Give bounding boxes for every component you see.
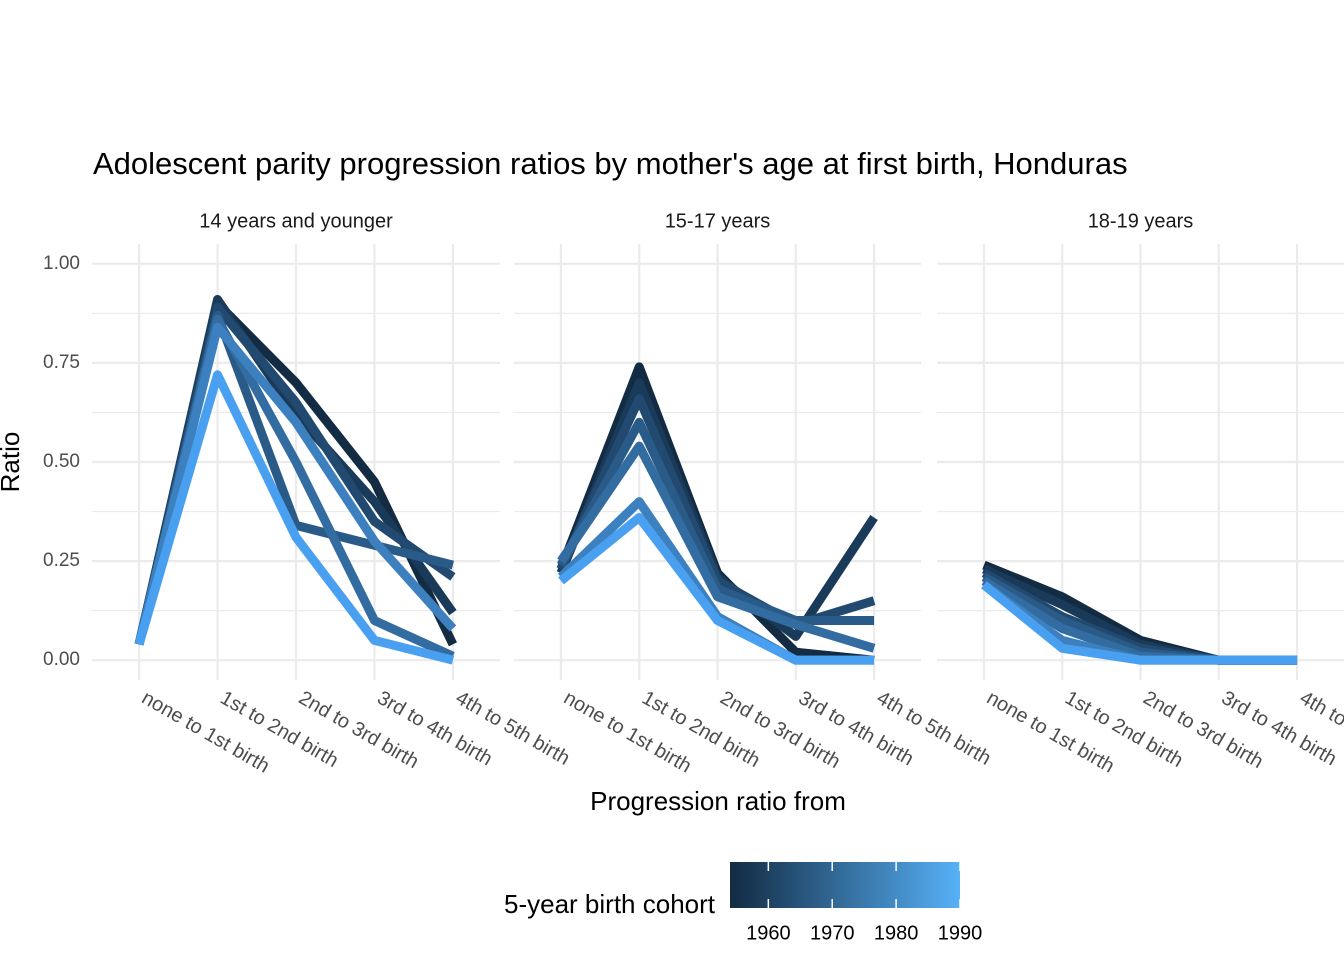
y-tick-label: 0.75	[43, 352, 80, 373]
legend-tick-label: 1970	[810, 922, 855, 944]
x-axis-label: Progression ratio from	[590, 786, 846, 816]
x-tick-label: none to 1st birth	[560, 687, 695, 778]
legend-tick-label: 1990	[938, 922, 983, 944]
legend-tick-label: 1960	[746, 922, 791, 944]
series-line	[557, 441, 876, 653]
y-axis-label: Ratio	[0, 432, 25, 493]
y-tick-label: 1.00	[43, 253, 80, 274]
y-tick-label: 0.50	[43, 451, 80, 472]
x-tick-label: none to 1st birth	[983, 687, 1118, 778]
facet-label: 18-19 years	[1088, 210, 1194, 232]
y-tick-label: 0.00	[43, 649, 80, 670]
facet-label: 14 years and younger	[199, 210, 393, 232]
legend-tick-label: 1980	[874, 922, 919, 944]
series-line	[134, 370, 455, 665]
series-line	[558, 512, 875, 665]
facet-label: 15-17 years	[665, 210, 771, 232]
series-line	[981, 581, 1298, 665]
chart-title: Adolescent parity progression ratios by …	[93, 146, 1128, 181]
series-line	[134, 322, 457, 646]
legend-title: 5-year birth cohort	[504, 889, 716, 919]
y-tick-label: 0.25	[43, 550, 80, 571]
colorbar	[730, 862, 960, 908]
